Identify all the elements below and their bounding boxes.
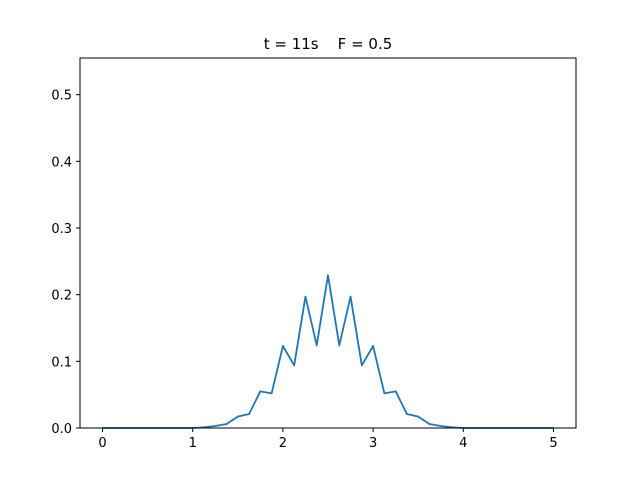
y-tick-label: 0.1 xyxy=(51,355,72,370)
data-point xyxy=(383,392,386,395)
data-point xyxy=(282,345,284,347)
data-point xyxy=(439,425,442,427)
x-tick-label: 1 xyxy=(189,436,197,451)
data-point xyxy=(338,344,341,347)
data-point xyxy=(293,364,296,367)
plot-frame xyxy=(79,57,577,429)
y-tick-label: 0.2 xyxy=(51,289,72,304)
x-tick-label: 4 xyxy=(459,436,467,451)
x-tick-label: 0 xyxy=(98,436,106,451)
chart-title: t = 11s F = 0.5 xyxy=(264,35,393,53)
data-point xyxy=(259,390,262,393)
data-point xyxy=(225,423,228,425)
data-point xyxy=(236,415,239,418)
x-tick-label: 2 xyxy=(279,436,287,451)
data-point xyxy=(304,295,307,298)
data-point xyxy=(360,364,363,367)
y-tick-label: 0.4 xyxy=(51,155,72,170)
x-tick-label: 3 xyxy=(369,436,377,451)
data-point xyxy=(428,423,431,425)
data-point xyxy=(349,295,352,298)
ticks-layer: 0 1 2 3 4 5 0.0 0.1 0.2 0.3 0.4 0.5 xyxy=(51,89,557,451)
data-point xyxy=(394,390,397,393)
data-point xyxy=(248,413,250,415)
data-point xyxy=(372,345,374,347)
y-tick-label: 0.5 xyxy=(51,89,72,104)
data-point xyxy=(417,415,420,418)
data-point xyxy=(315,344,318,347)
data-point xyxy=(406,413,408,415)
x-tick-label: 5 xyxy=(549,436,557,451)
data-point xyxy=(327,274,329,277)
y-tick-label: 0.3 xyxy=(51,222,72,237)
data-point xyxy=(214,425,217,427)
y-tick-label: 0.0 xyxy=(51,422,72,437)
data-point xyxy=(270,392,273,395)
